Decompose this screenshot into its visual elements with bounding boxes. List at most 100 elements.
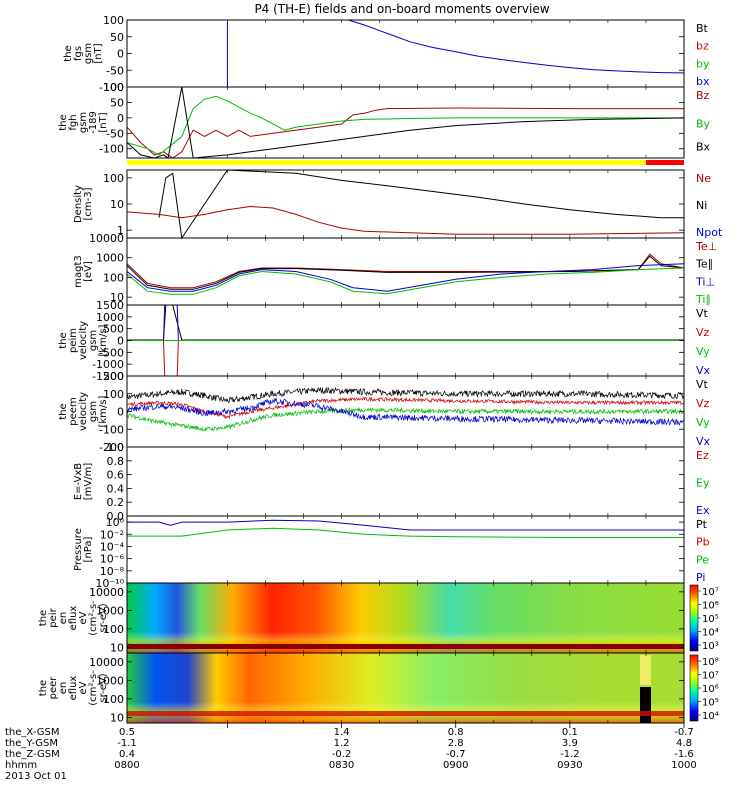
legend-entry: Vt xyxy=(696,378,709,391)
y-tick-label: 10⁻⁸ xyxy=(100,565,125,578)
panel-density: 100 10 1 Density [cm-3] Ne Ni Npot xyxy=(73,169,723,240)
colorbar-tick-label: 10⁴ xyxy=(702,711,719,722)
y-axis-label-line: [km/s] xyxy=(98,395,109,427)
y-tick-label: 0 xyxy=(117,335,124,348)
legend-entry: bx xyxy=(696,75,710,88)
y-tick-label: 50 xyxy=(110,96,124,109)
spectrogram-band xyxy=(640,655,651,685)
series-line-Pe xyxy=(127,527,684,538)
y-axis-label-line: sr-eV) xyxy=(98,673,109,702)
y-tick-label: 100 xyxy=(103,14,124,27)
y-tick-label: -100 xyxy=(99,423,124,436)
ephemeris-value: -1.6 xyxy=(674,749,694,760)
legend-entry: Vz xyxy=(696,326,710,339)
legend-entry: Pe xyxy=(696,553,709,566)
y-tick-label: 1 xyxy=(117,224,124,237)
panel-efield: 1.00.80.60.40.20.0 E=-VxB [mV/m] Ez Ey Ex xyxy=(73,441,710,523)
panel-frame xyxy=(126,169,685,239)
y-tick-label: 1000 xyxy=(96,674,124,687)
y-tick-label: 100 xyxy=(103,623,124,636)
ephemeris-value: 0900 xyxy=(443,760,468,771)
y-tick-label: 1.0 xyxy=(107,441,125,454)
ephemeris-value: -1.1 xyxy=(117,738,137,749)
y-axis-label-line: [cm-3] xyxy=(83,187,94,220)
ephemeris-value: 0800 xyxy=(114,760,139,771)
y-tick-label: 10 xyxy=(110,291,124,304)
panel-frame xyxy=(126,652,685,724)
y-tick-label: -100 xyxy=(99,81,124,94)
legend-entry: By xyxy=(696,118,711,131)
y-axis-label-line: velocity xyxy=(78,321,89,360)
series-line-Vz xyxy=(127,340,684,377)
y-axis-label-line: fgs xyxy=(73,46,84,61)
legend-entry: Pt xyxy=(696,518,708,531)
ephemeris-value: 1000 xyxy=(671,760,696,771)
y-axis-label-line: [nT] xyxy=(98,112,109,132)
colorbar xyxy=(689,584,699,652)
legend-entry: Vy xyxy=(696,416,710,429)
legend-entry: Ez xyxy=(696,449,709,462)
flag-bar-segment xyxy=(645,160,684,165)
series-line-Te⊥ xyxy=(126,253,685,289)
legend-entry: Ti⊥ xyxy=(695,275,715,288)
y-tick-label: -1000 xyxy=(92,358,124,371)
y-axis-label-line: [eV] xyxy=(83,261,94,282)
ephemeris-value: 0830 xyxy=(329,760,354,771)
series-line-Ne xyxy=(126,205,685,235)
y-axis-label-line: peir xyxy=(48,607,59,627)
y-axis-label-line: gsm xyxy=(88,330,99,351)
y-tick-label: 0.0 xyxy=(107,510,125,523)
legend-entry: Bx xyxy=(696,140,711,153)
colorbar-tick-label: 10⁷ xyxy=(702,587,719,598)
panel-frame xyxy=(126,86,685,159)
ephemeris-value: -0.2 xyxy=(332,749,352,760)
legend-entry: Vx xyxy=(696,435,711,448)
y-axis-label-line: the xyxy=(63,45,74,61)
y-tick-label: 1000 xyxy=(96,604,124,617)
legend-entry: Te⊥ xyxy=(695,240,717,253)
series-line-Ti⊥ xyxy=(126,263,685,292)
legend-entry: Pb xyxy=(696,536,710,549)
y-axis-label-line: [mV/m] xyxy=(83,463,94,501)
series-line-Te∥ xyxy=(126,255,685,290)
ephemeris-value: 0.5 xyxy=(119,727,135,738)
y-axis-label-line: the xyxy=(58,403,69,419)
colorbar-tick-label: 10⁸ xyxy=(702,657,719,668)
y-axis-label-line: peim xyxy=(68,328,79,353)
series-line-Vt xyxy=(127,304,684,341)
y-tick-label: 0 xyxy=(117,48,124,61)
series-line-Vx xyxy=(126,398,684,427)
colorbar-tick-label: 10⁴ xyxy=(702,628,719,639)
y-axis-label-line: the xyxy=(58,114,69,130)
y-tick-label: 10⁻⁴ xyxy=(100,540,125,553)
series-line-Vy xyxy=(126,406,684,433)
spectrogram-shading xyxy=(127,583,684,653)
y-tick-label: 10000 xyxy=(89,232,124,245)
ephemeris-value: -1.2 xyxy=(560,749,580,760)
y-axis-label-line: Density xyxy=(73,185,84,223)
series-line-bx xyxy=(348,19,685,74)
y-axis-label-line: (cm²-s- xyxy=(88,670,99,706)
ephemeris-value: 0.8 xyxy=(448,727,464,738)
y-tick-label: 500 xyxy=(103,323,124,336)
ephemeris-label: the_Z-GSM xyxy=(5,749,60,760)
series-line-Vt xyxy=(126,386,684,404)
y-axis-label-line: eV xyxy=(78,611,89,624)
series-line-Pi xyxy=(127,519,684,531)
y-tick-label: -500 xyxy=(99,346,124,359)
series-line-Ni xyxy=(158,169,684,240)
legend-entry: Te∥ xyxy=(695,258,713,271)
legend-entry: Ex xyxy=(696,504,710,517)
panel-peir_eflux: 10⁷ 10⁶ 10⁵ 10⁴ 10³ 10000 1000 100 10 the peir en ef… xyxy=(38,582,719,654)
y-tick-label: 100 xyxy=(103,388,124,401)
y-axis-label-line: -189 xyxy=(88,111,99,134)
ephemeris-label: the_Y-GSM xyxy=(5,738,58,749)
y-tick-label: 100 xyxy=(103,81,124,94)
y-tick-label: 100 xyxy=(103,271,124,284)
y-axis-label-line: sr-eV) xyxy=(98,603,109,632)
y-tick-label: 0 xyxy=(117,406,124,419)
y-axis-label-line: the xyxy=(38,680,49,696)
y-axis-label-line: peer xyxy=(48,676,59,700)
legend-entry: Bt xyxy=(696,22,709,35)
